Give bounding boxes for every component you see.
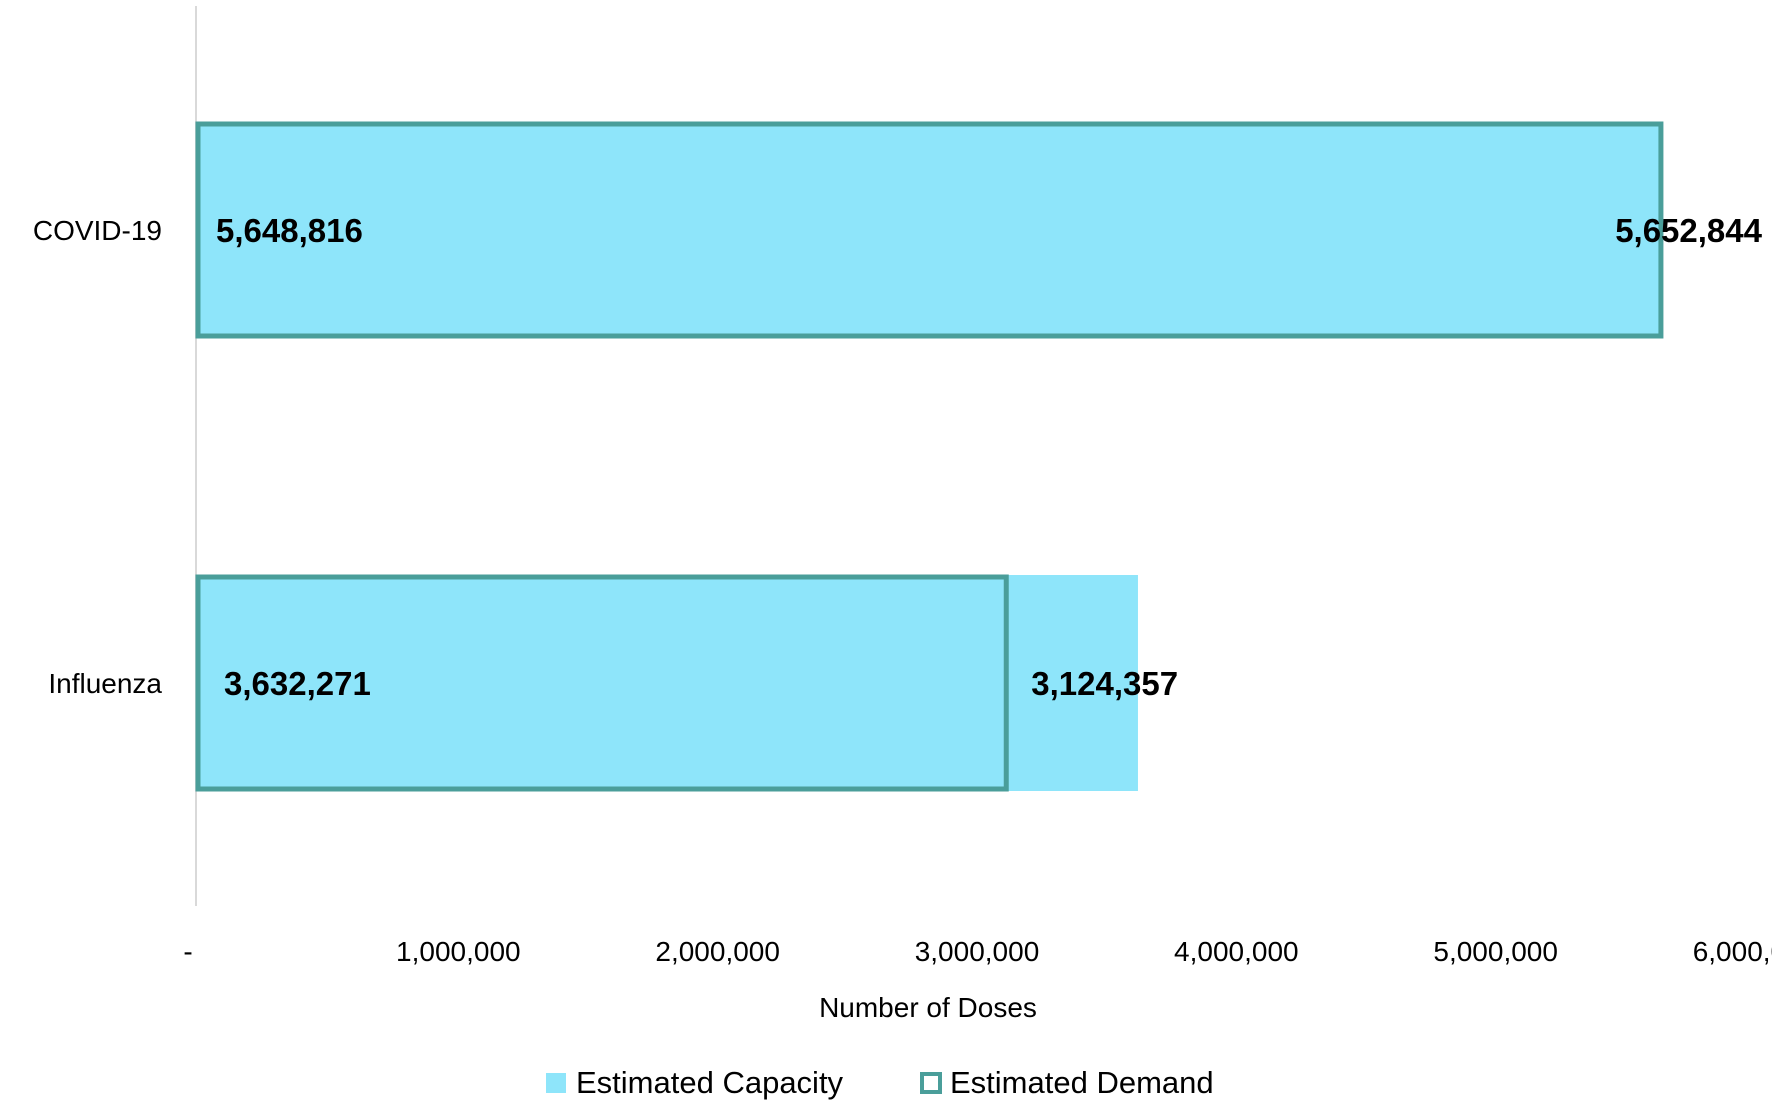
data-labels: 5,648,816 5,652,844 3,632,271 3,124,357	[216, 212, 1763, 702]
legend: Estimated Capacity Estimated Demand	[546, 1065, 1214, 1100]
data-label-capacity-influenza: 3,632,271	[224, 665, 371, 702]
legend-swatch-capacity	[546, 1073, 566, 1093]
bars	[195, 121, 1664, 792]
x-tick-label: 3,000,000	[915, 936, 1040, 967]
x-tick-label: -	[183, 936, 192, 967]
category-label-influenza: Influenza	[48, 668, 162, 699]
x-tick-label: 5,000,000	[1433, 936, 1558, 967]
x-tick-label: 2,000,000	[655, 936, 780, 967]
bar-demand-influenza	[195, 574, 1009, 792]
bar-capacity-influenza	[196, 575, 1138, 791]
x-axis-title: Number of Doses	[819, 992, 1037, 1023]
x-tick-label: 1,000,000	[396, 936, 521, 967]
category-label-covid-19: COVID-19	[33, 215, 162, 246]
legend-label-capacity: Estimated Capacity	[576, 1065, 844, 1100]
x-axis-ticks: - 1,000,000 2,000,000 3,000,000 4,000,000 5,0…	[183, 936, 1772, 967]
bar-demand-covid-19	[195, 121, 1664, 339]
x-tick-label: 4,000,000	[1174, 936, 1299, 967]
legend-label-demand: Estimated Demand	[950, 1065, 1214, 1100]
data-label-demand-covid-19: 5,648,816	[216, 212, 363, 249]
x-tick-label: 6,000,000	[1693, 936, 1772, 967]
data-label-capacity-covid-19: 5,652,844	[1615, 212, 1762, 249]
category-labels: COVID-19 Influenza	[33, 215, 163, 699]
bar-capacity-covid-19	[196, 122, 1662, 338]
data-label-demand-influenza: 3,124,357	[1031, 665, 1178, 702]
legend-swatch-demand	[920, 1072, 942, 1094]
